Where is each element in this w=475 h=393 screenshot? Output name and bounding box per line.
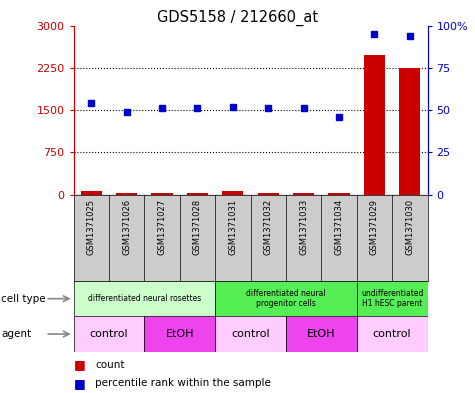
Text: EtOH: EtOH bbox=[165, 329, 194, 339]
Bar bbox=[293, 193, 314, 195]
Text: ■: ■ bbox=[74, 376, 86, 390]
Bar bbox=[144, 316, 215, 352]
Bar bbox=[116, 193, 137, 195]
Bar bbox=[74, 281, 215, 316]
Text: count: count bbox=[95, 360, 124, 370]
Bar bbox=[364, 55, 385, 195]
Text: GSM1371025: GSM1371025 bbox=[87, 199, 96, 255]
Text: agent: agent bbox=[1, 329, 31, 339]
Bar bbox=[215, 316, 286, 352]
Text: GSM1371031: GSM1371031 bbox=[228, 199, 238, 255]
Bar bbox=[222, 191, 244, 195]
Bar bbox=[74, 316, 144, 352]
Text: control: control bbox=[231, 329, 270, 339]
Text: undifferentiated
H1 hESC parent: undifferentiated H1 hESC parent bbox=[361, 289, 423, 309]
Bar bbox=[215, 281, 357, 316]
Bar bbox=[399, 68, 420, 195]
Bar bbox=[357, 316, 428, 352]
Text: GSM1371032: GSM1371032 bbox=[264, 199, 273, 255]
Bar bbox=[257, 193, 279, 195]
Text: GSM1371029: GSM1371029 bbox=[370, 199, 379, 255]
Text: differentiated neural
progenitor cells: differentiated neural progenitor cells bbox=[246, 289, 326, 309]
Text: GSM1371027: GSM1371027 bbox=[158, 199, 167, 255]
Text: GSM1371033: GSM1371033 bbox=[299, 199, 308, 255]
Bar bbox=[152, 193, 173, 195]
Text: EtOH: EtOH bbox=[307, 329, 335, 339]
Text: control: control bbox=[90, 329, 128, 339]
Bar bbox=[187, 193, 208, 195]
Text: GSM1371034: GSM1371034 bbox=[334, 199, 343, 255]
Bar bbox=[328, 193, 350, 195]
Text: GSM1371030: GSM1371030 bbox=[405, 199, 414, 255]
Text: percentile rank within the sample: percentile rank within the sample bbox=[95, 378, 271, 388]
Text: differentiated neural rosettes: differentiated neural rosettes bbox=[88, 294, 201, 303]
Bar bbox=[357, 281, 428, 316]
Bar bbox=[286, 316, 357, 352]
Text: cell type: cell type bbox=[1, 294, 46, 304]
Text: GDS5158 / 212660_at: GDS5158 / 212660_at bbox=[157, 10, 318, 26]
Bar bbox=[81, 191, 102, 195]
Text: control: control bbox=[373, 329, 411, 339]
Text: GSM1371026: GSM1371026 bbox=[122, 199, 131, 255]
Text: GSM1371028: GSM1371028 bbox=[193, 199, 202, 255]
Text: ■: ■ bbox=[74, 358, 86, 371]
